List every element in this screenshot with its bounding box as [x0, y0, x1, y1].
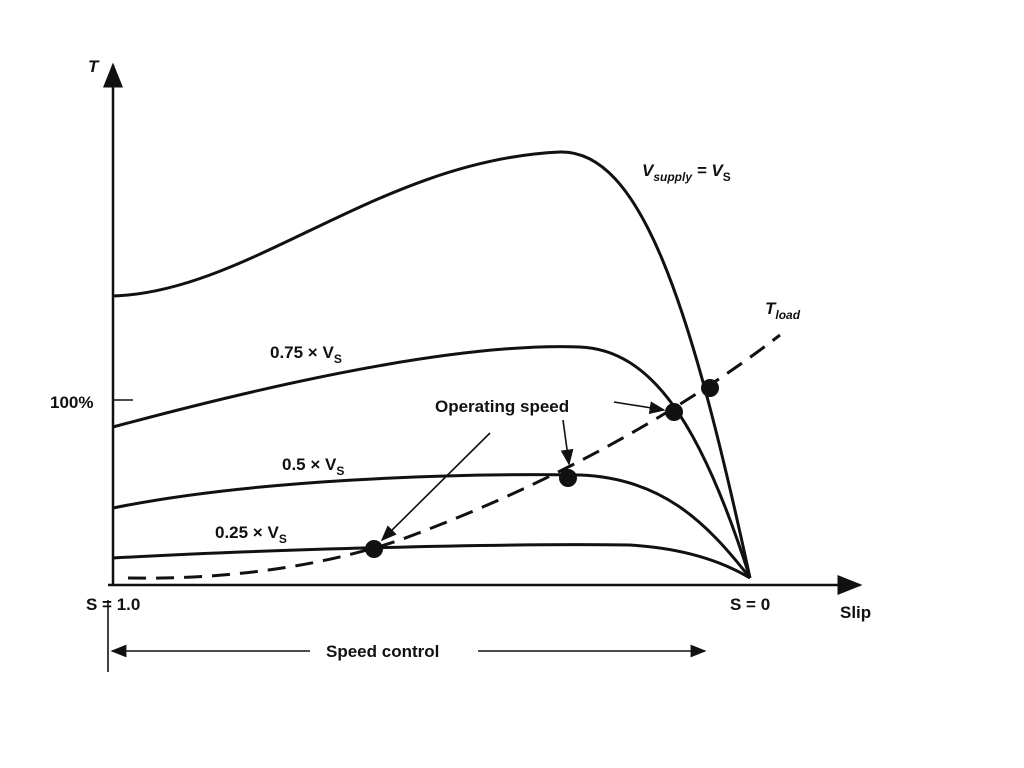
y-axis-label: T [88, 57, 100, 76]
operating-point [701, 379, 719, 397]
annotation-arrow [613, 401, 666, 415]
range-label: Speed control [326, 642, 439, 661]
x-axis-label: Slip [840, 603, 871, 622]
label-part: 0.5 × V [282, 455, 337, 474]
x-start-label: S = 1.0 [86, 595, 140, 614]
operating-point [559, 469, 577, 487]
torque-curve [112, 150, 752, 579]
curve-label: 0.75 × VS [270, 343, 342, 366]
torque-curve [112, 543, 751, 580]
label-part: = V [692, 161, 724, 180]
torque-curve [112, 345, 752, 579]
annotation-arrow [380, 432, 491, 542]
load-label: Tload [765, 299, 801, 322]
annotation-arrow [560, 419, 574, 466]
curve-label: 0.5 × VS [282, 455, 344, 478]
label-part: S [279, 532, 287, 546]
y-tick-label: 100% [50, 393, 93, 412]
label-part: 0.25 × V [215, 523, 279, 542]
label-part: S [336, 464, 344, 478]
label-part: 0.75 × V [270, 343, 334, 362]
torque-curve [112, 473, 752, 579]
label-part: S [334, 352, 342, 366]
x-end-label: S = 0 [730, 595, 770, 614]
label-part: load [775, 308, 800, 322]
label-part: T [765, 299, 777, 318]
label-part: supply [653, 170, 693, 184]
operating-point [365, 540, 383, 558]
label-part: V [642, 161, 655, 180]
curve-label: Vsupply = VS [642, 161, 731, 184]
label-part: S [723, 170, 731, 184]
load-curve [127, 333, 781, 580]
operating-point [665, 403, 683, 421]
curve-label: 0.25 × VS [215, 523, 287, 546]
annotation: Operating speed [435, 397, 569, 416]
